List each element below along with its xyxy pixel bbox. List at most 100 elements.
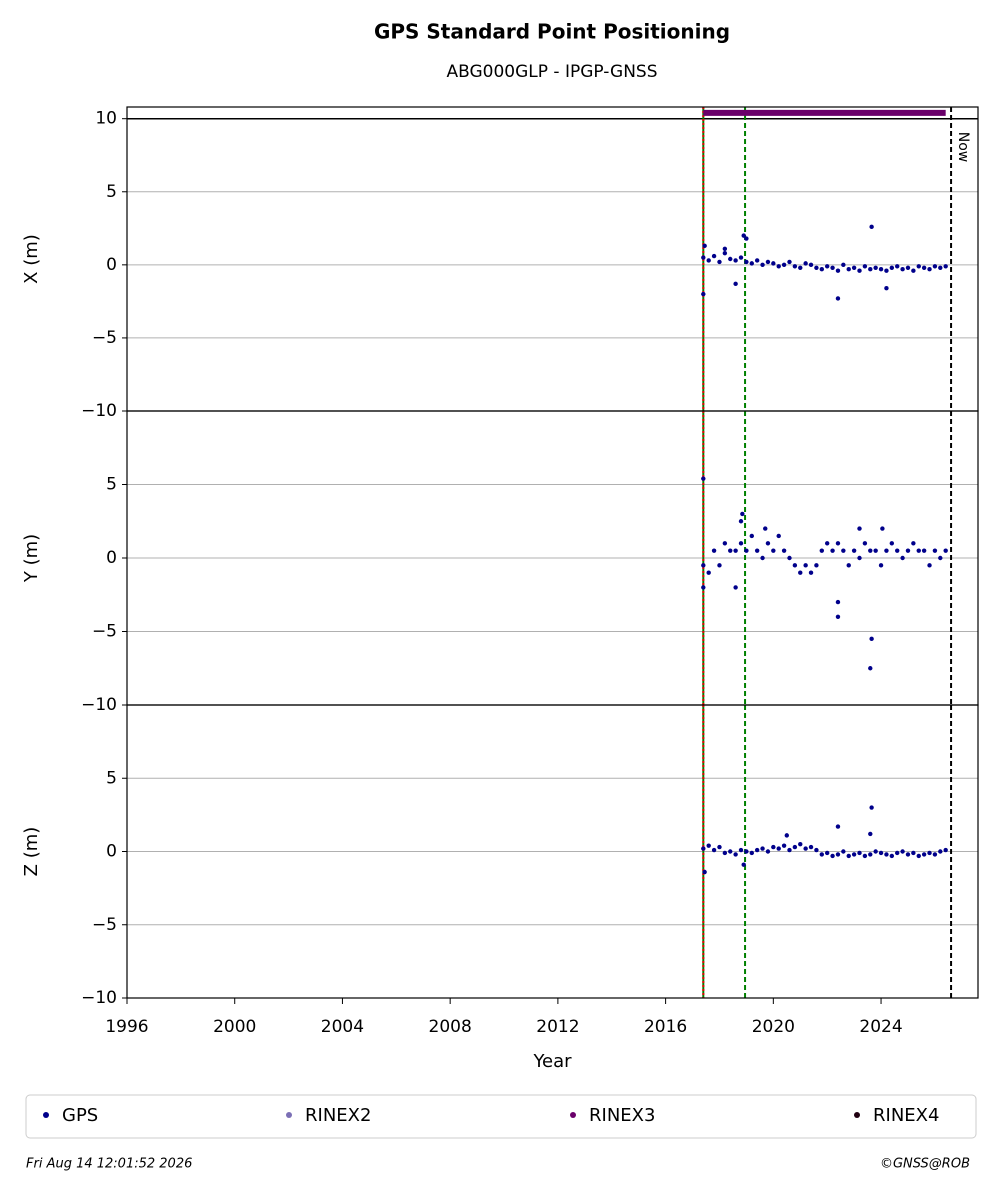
x-tick-label: 2020 xyxy=(752,1017,795,1037)
data-point xyxy=(744,259,749,265)
data-point xyxy=(749,533,754,539)
data-point xyxy=(738,255,744,260)
data-point xyxy=(911,268,916,273)
legend-label: RINEX2 xyxy=(305,1105,371,1126)
data-point xyxy=(771,844,776,850)
y-axis-label: X (m) xyxy=(21,234,42,284)
y-tick-label: 5 xyxy=(106,768,117,788)
data-point xyxy=(868,666,873,671)
data-point xyxy=(765,849,771,854)
data-point xyxy=(808,262,814,268)
data-point xyxy=(765,259,771,265)
legend-marker xyxy=(43,1112,49,1118)
legend-label: RINEX4 xyxy=(873,1105,939,1126)
x-tick-label: 2004 xyxy=(321,1017,364,1037)
x-tick-label: 2000 xyxy=(213,1017,256,1037)
data-point xyxy=(803,563,808,568)
data-point xyxy=(787,555,792,561)
data-point xyxy=(792,264,798,269)
y-tick-label: 0 xyxy=(106,842,117,862)
x-tick-label: 2012 xyxy=(536,1017,579,1037)
chart-subtitle: ABG000GLP - IPGP-GNSS xyxy=(447,62,658,82)
data-point xyxy=(728,256,733,262)
data-point xyxy=(706,570,711,575)
y-tick-label: −10 xyxy=(81,988,117,1008)
data-point xyxy=(738,847,744,853)
data-point xyxy=(717,844,722,850)
data-point xyxy=(835,296,841,301)
data-point xyxy=(722,850,728,856)
data-point xyxy=(932,548,938,553)
data-point xyxy=(862,541,868,546)
data-point xyxy=(792,563,798,568)
data-point xyxy=(889,853,895,859)
data-point xyxy=(911,850,916,856)
data-point xyxy=(798,570,803,575)
data-point xyxy=(835,268,841,273)
data-point xyxy=(754,548,760,553)
data-point xyxy=(824,541,830,546)
data-point xyxy=(841,548,846,553)
data-point xyxy=(905,265,911,270)
data-point xyxy=(722,246,728,251)
data-point xyxy=(895,264,900,269)
data-point xyxy=(744,236,749,241)
data-point xyxy=(776,264,781,269)
data-point xyxy=(889,541,895,546)
data-point xyxy=(878,850,884,856)
data-point xyxy=(927,267,932,272)
y-axis-label: Z (m) xyxy=(21,827,42,877)
chart-title: GPS Standard Point Positioning xyxy=(374,20,730,44)
y-tick-label: −5 xyxy=(92,915,117,935)
data-point xyxy=(868,548,873,553)
data-point xyxy=(869,636,874,642)
legend-marker xyxy=(286,1112,292,1118)
data-point xyxy=(868,831,873,837)
data-point xyxy=(943,264,948,269)
data-point xyxy=(760,555,765,561)
data-point xyxy=(916,853,921,859)
data-point xyxy=(741,862,746,867)
data-point xyxy=(722,541,728,546)
data-point xyxy=(740,511,745,517)
x-tick-label: 2008 xyxy=(429,1017,472,1037)
data-point xyxy=(916,548,921,553)
data-point xyxy=(857,555,862,561)
y-tick-label: 5 xyxy=(106,182,117,202)
data-point xyxy=(841,262,846,268)
y-tick-label: −10 xyxy=(81,401,117,421)
y-tick-label: −5 xyxy=(92,328,117,348)
data-point xyxy=(787,259,792,265)
y-tick-label: 0 xyxy=(106,255,117,275)
data-point xyxy=(744,548,749,553)
legend-label: GPS xyxy=(62,1105,98,1126)
data-point xyxy=(787,847,792,853)
data-point xyxy=(765,541,771,546)
data-point xyxy=(803,846,808,851)
data-point xyxy=(841,849,846,854)
data-point xyxy=(814,265,819,270)
data-point xyxy=(701,585,706,590)
data-point xyxy=(781,548,787,553)
data-point xyxy=(921,548,927,553)
data-point xyxy=(938,555,943,561)
y-tick-label: 0 xyxy=(106,548,117,568)
data-point xyxy=(938,265,943,270)
data-point xyxy=(873,849,878,854)
y-tick-label: −10 xyxy=(81,695,117,715)
data-point xyxy=(776,533,781,539)
data-point xyxy=(754,847,760,853)
data-point xyxy=(701,476,706,481)
y-tick-label: 5 xyxy=(106,475,117,495)
data-point xyxy=(706,843,711,848)
data-point xyxy=(900,849,905,854)
data-point xyxy=(835,614,841,619)
data-point xyxy=(717,563,722,568)
data-point xyxy=(776,846,781,851)
data-point xyxy=(819,852,825,857)
data-point xyxy=(830,265,835,270)
x-axis-label: Year xyxy=(532,1051,572,1072)
data-point xyxy=(869,805,874,810)
data-point xyxy=(798,265,803,270)
data-point xyxy=(943,847,948,853)
